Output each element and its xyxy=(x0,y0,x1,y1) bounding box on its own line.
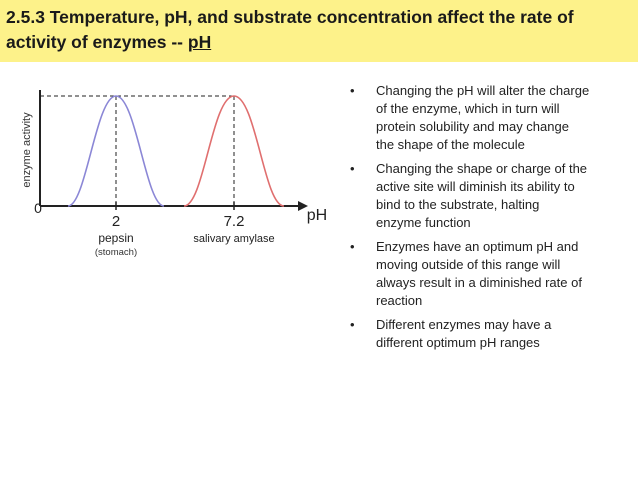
x-axis-arrow-icon xyxy=(298,201,308,211)
bullet-text-line: bind to the substrate, halting xyxy=(376,197,540,212)
bullet-text-line: always result in a diminished rate of xyxy=(376,275,582,290)
x-axis-label: pH xyxy=(307,207,327,224)
pepsin-name-label: pepsin xyxy=(98,231,133,245)
bullet-text-line: moving outside of this range will xyxy=(376,257,561,272)
bullet-text-line: Changing the shape or charge of the xyxy=(376,161,588,176)
bullet-text-line: different optimum pH ranges xyxy=(376,335,540,350)
origin-label: 0 xyxy=(34,200,42,216)
bullet-item: • Changing the shape or charge of the ac… xyxy=(348,160,633,232)
bullet-marker: • xyxy=(350,83,355,98)
bullet-text-line: Enzymes have an optimum pH and xyxy=(376,239,579,254)
y-axis-label: enzyme activity xyxy=(21,112,33,188)
bullet-item: • Changing the pH will alter the charge … xyxy=(348,82,633,154)
bullet-text-line: reaction xyxy=(376,293,423,308)
pepsin-location-label: (stomach) xyxy=(95,247,137,258)
amylase-ph-label: 7.2 xyxy=(224,213,245,230)
ph-link[interactable]: pH xyxy=(187,32,212,52)
bullet-text-line: active site will diminish its ability to xyxy=(376,179,575,194)
bullet-marker: • xyxy=(350,317,355,332)
amylase-curve xyxy=(183,95,285,207)
bullet-item: • Different enzymes may have a different… xyxy=(348,316,633,352)
bullet-text-line: the shape of the molecule xyxy=(376,137,525,152)
bullet-text-line: Changing the pH will alter the charge xyxy=(376,83,590,98)
bullet-marker: • xyxy=(350,239,355,254)
bullet-marker: • xyxy=(350,161,355,176)
bullet-item: • Enzymes have an optimum pH and moving … xyxy=(348,238,633,310)
pepsin-ph-label: 2 xyxy=(112,213,120,230)
bullet-text-line: enzyme function xyxy=(376,215,471,230)
bullet-text-line: protein solubility and may change xyxy=(376,119,569,134)
amylase-name-label: salivary amylase xyxy=(193,233,274,245)
slide-title-prefix: activity of enzymes -- xyxy=(6,32,188,52)
title-bar: 2.5.3 Temperature, pH, and substrate con… xyxy=(0,0,638,62)
bullet-text-line: Different enzymes may have a xyxy=(376,317,552,332)
ph-activity-graph: enzyme activity 0 pH 2 pepsin (stomach) … xyxy=(21,90,327,258)
slide-title-line-2: activity of enzymes -- pH xyxy=(6,32,211,53)
bullet-list: • Changing the pH will alter the charge … xyxy=(348,82,633,358)
bullet-text-line: of the enzyme, which in turn will xyxy=(376,101,560,116)
slide-title-line-1: 2.5.3 Temperature, pH, and substrate con… xyxy=(6,7,574,27)
pepsin-curve xyxy=(67,95,165,207)
